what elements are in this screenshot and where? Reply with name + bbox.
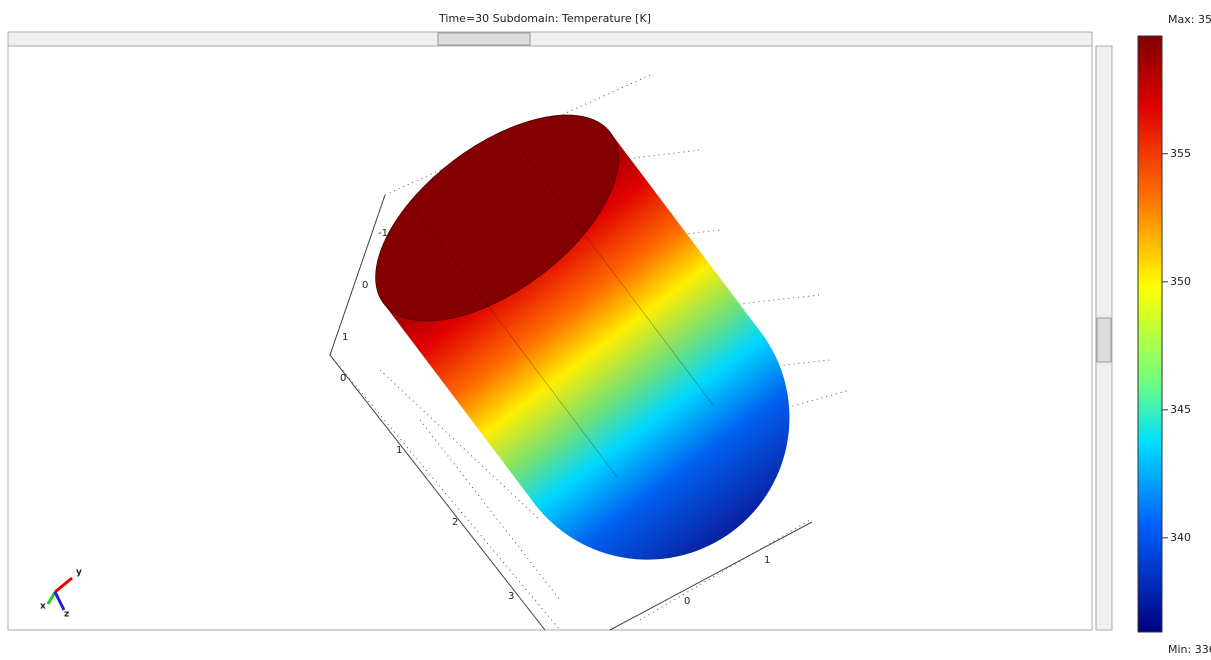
colorbar-tick-label: 345 (1170, 403, 1191, 416)
axis-3d-label: 1 (342, 332, 348, 343)
triad-label: x (40, 602, 46, 612)
page: Time=30 Subdomain: Temperature [K] Max: … (0, 0, 1211, 660)
axis-3d-label: 0 (362, 280, 368, 291)
h-scroll-thumb[interactable] (438, 33, 530, 45)
axis-3d-label: 1 (764, 555, 770, 566)
colorbar-tick-label: 355 (1170, 147, 1191, 160)
axis-3d-label: 0 (340, 373, 346, 384)
colorbar-tick-label: 340 (1170, 531, 1191, 544)
axis-3d-label: 0 (684, 596, 690, 607)
colorbar-max: Max: 359.6 (1168, 13, 1211, 26)
triad-label: y (76, 568, 82, 578)
colorbar-min: Min: 336.322 (1168, 643, 1211, 656)
axis-3d-label: -1 (378, 228, 388, 239)
colorbar-tick-label: 350 (1170, 275, 1191, 288)
axis-3d-label: 2 (452, 517, 458, 528)
v-scroll-thumb[interactable] (1097, 318, 1111, 362)
h-scrollbar[interactable] (8, 32, 1092, 46)
plot-title: Time=30 Subdomain: Temperature [K] (438, 12, 651, 25)
axis-3d-label: 3 (508, 591, 514, 602)
triad-label: z (64, 610, 69, 620)
window: Time=30 Subdomain: Temperature [K] Max: … (0, 0, 1211, 660)
axis-3d-label: 1 (396, 445, 402, 456)
colorbar (1138, 36, 1162, 632)
